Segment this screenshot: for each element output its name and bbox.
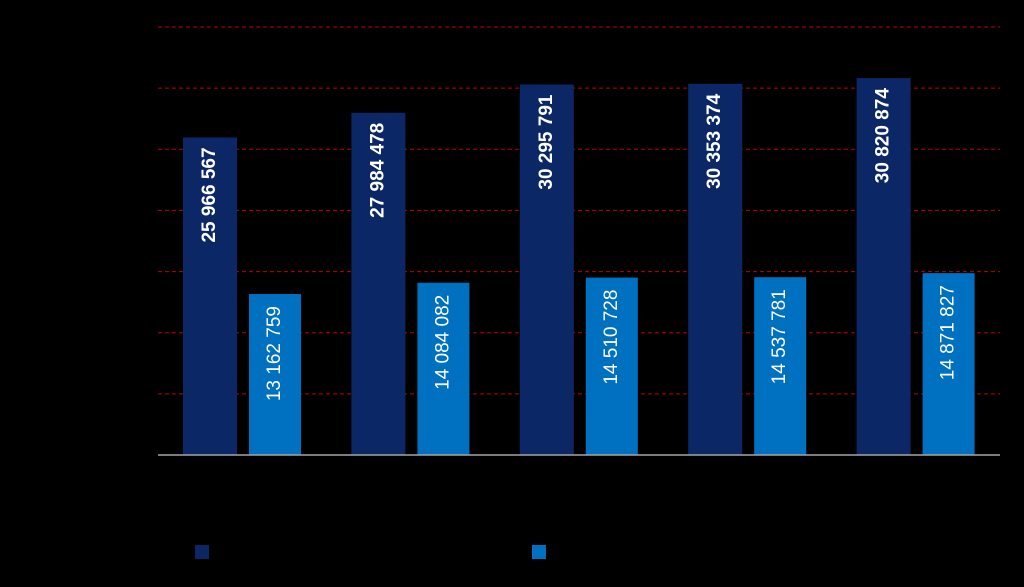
legend-marker <box>532 545 546 559</box>
bar <box>585 277 638 455</box>
bar <box>249 294 301 455</box>
bar <box>922 273 975 455</box>
value-label: 30 820 874 <box>873 88 894 184</box>
bar <box>183 137 237 455</box>
bar <box>754 277 807 455</box>
value-label: 30 353 374 <box>704 93 725 189</box>
value-label: 13 162 759 <box>264 306 285 401</box>
legend-marker <box>195 545 209 559</box>
bar <box>688 83 743 455</box>
bar <box>519 84 574 455</box>
value-label: 14 084 082 <box>432 295 453 390</box>
bar <box>351 112 406 456</box>
value-label: 14 510 728 <box>601 290 622 385</box>
bar <box>417 282 470 455</box>
value-label: 14 871 827 <box>938 285 959 380</box>
value-label: 27 984 478 <box>367 123 388 218</box>
value-label: 30 295 791 <box>536 94 557 190</box>
bar <box>856 78 911 456</box>
value-label: 25 966 567 <box>199 147 220 242</box>
value-label: 14 537 781 <box>769 289 790 384</box>
